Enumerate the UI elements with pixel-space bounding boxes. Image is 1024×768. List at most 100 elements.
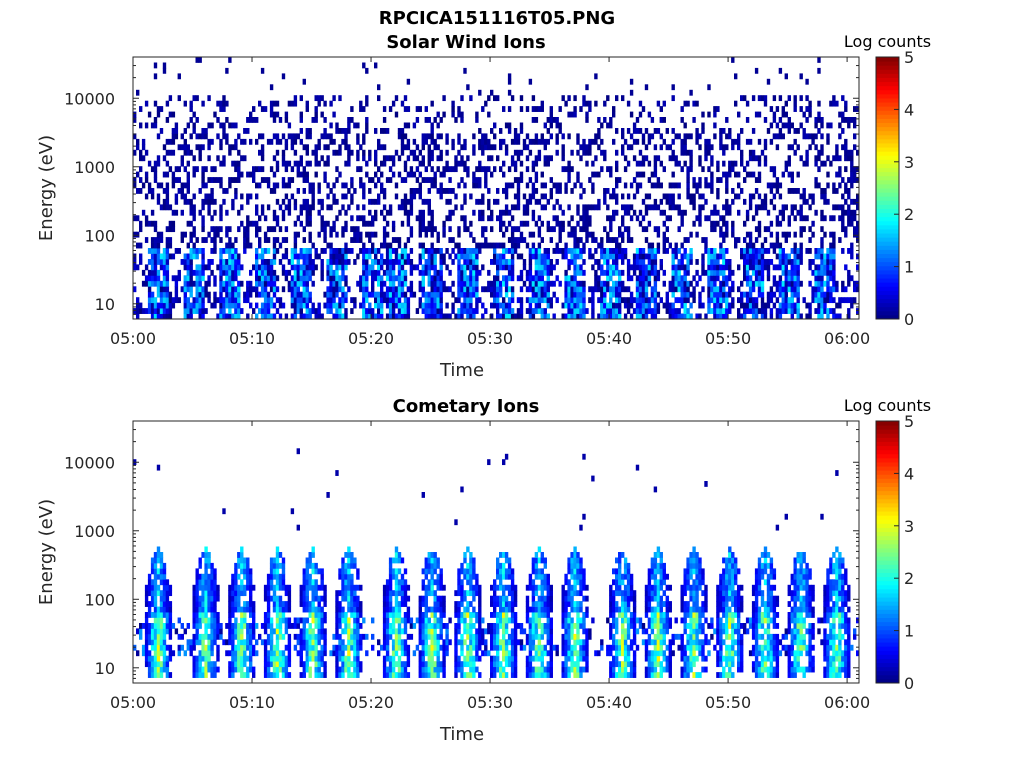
heatmap-cell [430, 209, 434, 216]
heatmap-cell [451, 188, 455, 194]
heatmap-cell [207, 655, 211, 662]
heatmap-cell [719, 138, 723, 145]
heatmap-cell [713, 297, 717, 304]
heatmap-cell [615, 149, 619, 156]
heatmap-cell [421, 308, 425, 314]
heatmap-cell [692, 286, 696, 293]
heatmap-cell [510, 259, 515, 265]
heatmap-cell [246, 280, 250, 287]
heatmap-cell [344, 248, 348, 254]
heatmap-cell [844, 198, 848, 205]
heatmap-cell [469, 280, 473, 287]
heatmap-cell [290, 286, 295, 293]
heatmap-cell [835, 204, 839, 211]
heatmap-cell [802, 133, 806, 140]
heatmap-cell [451, 308, 455, 314]
heatmap-cell [525, 133, 530, 140]
heatmap-cell [394, 253, 399, 260]
heatmap-cell [263, 177, 268, 183]
colorbar-tick-label: 5 [904, 48, 914, 67]
heatmap-cell [528, 269, 533, 276]
heatmap-cell [165, 226, 170, 233]
heatmap-cell [496, 198, 500, 205]
heatmap-cell [680, 209, 684, 216]
heatmap-cell [856, 198, 860, 205]
heatmap-cell [534, 155, 539, 162]
heatmap-cell [701, 111, 705, 118]
heatmap-cell [588, 297, 592, 304]
heatmap-cell [174, 628, 179, 635]
heatmap-cell [219, 182, 223, 189]
heatmap-cell [603, 259, 607, 265]
heatmap-cell [305, 209, 309, 216]
heatmap-cell [576, 291, 580, 298]
heatmap-cell [552, 215, 556, 222]
heatmap-cell [246, 193, 250, 200]
heatmap-cell [540, 220, 544, 227]
heatmap-cell [460, 160, 464, 167]
heatmap-cell [626, 100, 631, 107]
heatmap-cell [546, 313, 550, 320]
heatmap-cell [287, 122, 292, 129]
heatmap-cell [183, 291, 187, 298]
heatmap-cell [201, 606, 205, 613]
heatmap-cell [725, 275, 729, 282]
heatmap-cell [585, 111, 589, 118]
heatmap-cell [549, 106, 553, 112]
heatmap-cell [787, 220, 791, 227]
heatmap-cell [609, 122, 613, 129]
heatmap-cell [618, 177, 622, 183]
heatmap-cell [704, 177, 708, 183]
heatmap-cell [391, 297, 396, 304]
heatmap-cell [757, 171, 762, 178]
heatmap-cell [296, 259, 300, 265]
y-tick-label: 1000 [74, 158, 115, 177]
heatmap-cell [258, 215, 262, 222]
heatmap-cell [403, 204, 408, 211]
heatmap-cell [201, 601, 205, 607]
heatmap-cell [133, 215, 137, 222]
heatmap-cell [210, 672, 214, 678]
heatmap-cell [189, 198, 193, 205]
heatmap-cell [695, 188, 699, 194]
heatmap-cell [341, 128, 345, 134]
heatmap-cell [207, 584, 211, 591]
heatmap-cell [683, 237, 687, 243]
heatmap-cell [781, 259, 785, 265]
heatmap-cell [263, 655, 268, 662]
heatmap-cell [725, 231, 729, 238]
heatmap-cell [838, 155, 842, 162]
heatmap-cell [189, 291, 193, 298]
heatmap-cell [823, 193, 827, 200]
heatmap-cell [499, 144, 503, 151]
heatmap-cell [790, 269, 794, 276]
heatmap-cell [635, 313, 640, 320]
heatmap-cell [305, 259, 309, 265]
heatmap-cell [207, 193, 211, 200]
heatmap-cell [237, 166, 241, 173]
heatmap-cell [626, 264, 631, 271]
heatmap-cell [207, 590, 211, 597]
heatmap-cell [850, 149, 854, 156]
heatmap-cell [201, 166, 205, 173]
heatmap-cell [519, 177, 524, 183]
heatmap-cell [844, 286, 848, 293]
heatmap-cell [201, 133, 205, 140]
heatmap-cell [641, 313, 646, 320]
heatmap-cell [266, 297, 271, 304]
heatmap-cell [743, 308, 747, 314]
heatmap-cell [567, 204, 571, 211]
heatmap-cell [629, 133, 634, 140]
heatmap-cell [591, 286, 595, 293]
heatmap-cell [623, 313, 628, 320]
heatmap-cell [451, 106, 455, 112]
heatmap-cell [463, 308, 467, 314]
heatmap-cell [841, 117, 845, 123]
heatmap-cell [177, 617, 181, 624]
heatmap-cell [439, 280, 443, 287]
heatmap-cell [674, 133, 678, 140]
heatmap-cell [439, 302, 443, 309]
heatmap-cell [597, 133, 601, 140]
heatmap-cell [201, 633, 205, 640]
heatmap-cell [216, 100, 220, 107]
